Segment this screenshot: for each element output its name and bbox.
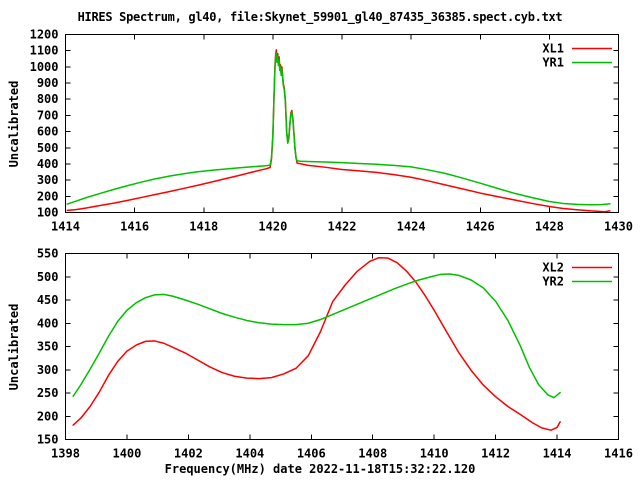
chart-title: HIRES Spectrum, gl40, file:Skynet_59901_…	[77, 10, 563, 24]
legend-label-YR2: YR2	[542, 275, 564, 289]
x-axis-label: Frequency(MHz) date 2022-11-18T15:32:22.…	[164, 462, 476, 476]
x-tick-label: 1418	[189, 220, 218, 234]
x-tick-label: 1400	[112, 447, 141, 461]
top-spectrum-plot: 1414 1416 1418 1420 1422 1424 1426 1428 1430 100 2…	[30, 28, 633, 234]
y-tick-label: 350	[37, 340, 59, 354]
x-tick-label: 1422	[328, 220, 357, 234]
y-tick-label: 150	[37, 433, 59, 447]
y-tick-label: 600	[37, 125, 59, 139]
y-tick-label: 300	[37, 173, 59, 187]
series-XL2-line	[72, 256, 561, 431]
y-tick-label: 500	[37, 270, 59, 284]
x-tick-label: 1410	[420, 447, 449, 461]
x-tick-label: 1398	[51, 447, 80, 461]
series-YR1-line	[66, 52, 611, 206]
y-tick-label: 550	[37, 247, 59, 261]
y-tick-label: 100	[37, 206, 59, 220]
legend-label-YR1: YR1	[542, 56, 564, 70]
y-tick-label: 450	[37, 293, 59, 307]
y-tick-label: 700	[37, 108, 59, 122]
series-YR2-line	[72, 273, 561, 399]
x-tick-label: 1424	[397, 220, 426, 234]
series-XL1-line	[66, 49, 611, 213]
y-tick-label: 200	[37, 409, 59, 423]
x-tick-label: 1404	[235, 447, 264, 461]
plot-border	[65, 253, 619, 440]
x-tick-label: 1414	[543, 447, 572, 461]
y-tick-label: 1200	[30, 28, 59, 42]
x-tick-label: 1416	[120, 220, 149, 234]
y-tick-label: 800	[37, 92, 59, 106]
y-tick-label: 500	[37, 141, 59, 155]
y-tick-label: 200	[37, 189, 59, 203]
plot-border	[65, 34, 619, 213]
x-tick-label: 1406	[297, 447, 326, 461]
x-tick-label: 1426	[466, 220, 495, 234]
x-tick-label: 1416	[604, 447, 633, 461]
x-tick-label: 1412	[481, 447, 510, 461]
y-tick-label: 250	[37, 386, 59, 400]
y-tick-label: 1000	[30, 60, 59, 74]
x-tick-label: 1430	[604, 220, 633, 234]
legend-label-XL2: XL2	[542, 261, 564, 275]
x-tick-label: 1414	[51, 220, 80, 234]
y-tick-label: 900	[37, 76, 59, 90]
y-tick-label: 1100	[30, 44, 59, 58]
x-tick-label: 1408	[358, 447, 387, 461]
x-tick-label: 1428	[535, 220, 564, 234]
bottom-spectrum-plot: 1398 1400 1402 1404 1406 1408 1410 1412 1414 1416…	[37, 247, 633, 461]
y-tick-label: 400	[37, 157, 59, 171]
x-tick-label: 1420	[258, 220, 287, 234]
y-tick-label: 300	[37, 363, 59, 377]
y-tick-label: 400	[37, 316, 59, 330]
legend-label-XL1: XL1	[542, 42, 564, 56]
x-tick-label: 1402	[174, 447, 203, 461]
